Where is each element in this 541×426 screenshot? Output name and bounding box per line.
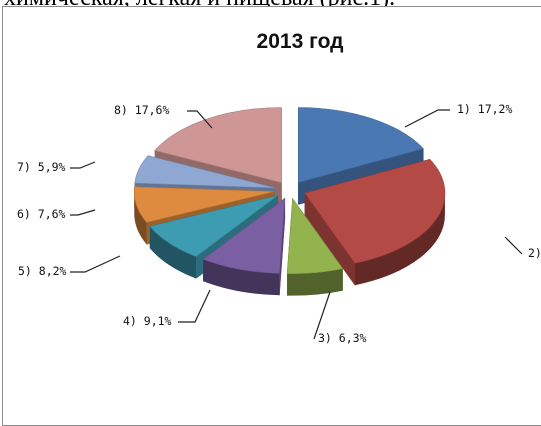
pie-slice-4	[202, 197, 286, 296]
leader-line-3	[313, 291, 331, 340]
chart-title: 2013 год	[257, 30, 344, 53]
document-text-line: химическая, легкая и пищевая (рис.1).	[4, 0, 541, 12]
slice-label-1: 1) 17,2%	[457, 102, 512, 116]
slice-label-7: 7) 5,9%	[17, 160, 66, 174]
slice-label-3: 3) 6,3%	[318, 331, 367, 345]
leader-line-4	[178, 289, 211, 323]
leader-line-1	[404, 109, 450, 128]
slice-label-5: 5) 8,2%	[18, 264, 67, 278]
leader-line-7	[70, 161, 96, 169]
slice-label-2: 2)	[528, 246, 541, 260]
slice-label-4: 4) 9,1%	[123, 314, 172, 328]
leader-line-6	[70, 209, 96, 216]
pie-slice-3	[286, 197, 344, 296]
leader-line-8	[187, 110, 213, 129]
slice-label-8: 8) 17,6%	[114, 103, 169, 117]
slice-label-6: 6) 7,6%	[17, 207, 66, 221]
pie-slice-2	[304, 159, 446, 286]
pie-chart: 2013 год 1) 17,2% 2) 3) 6,3% 4) 9,1% 5) 8,2%…	[17, 30, 541, 345]
leader-line-2	[504, 236, 523, 255]
leader-line-5	[70, 255, 121, 273]
